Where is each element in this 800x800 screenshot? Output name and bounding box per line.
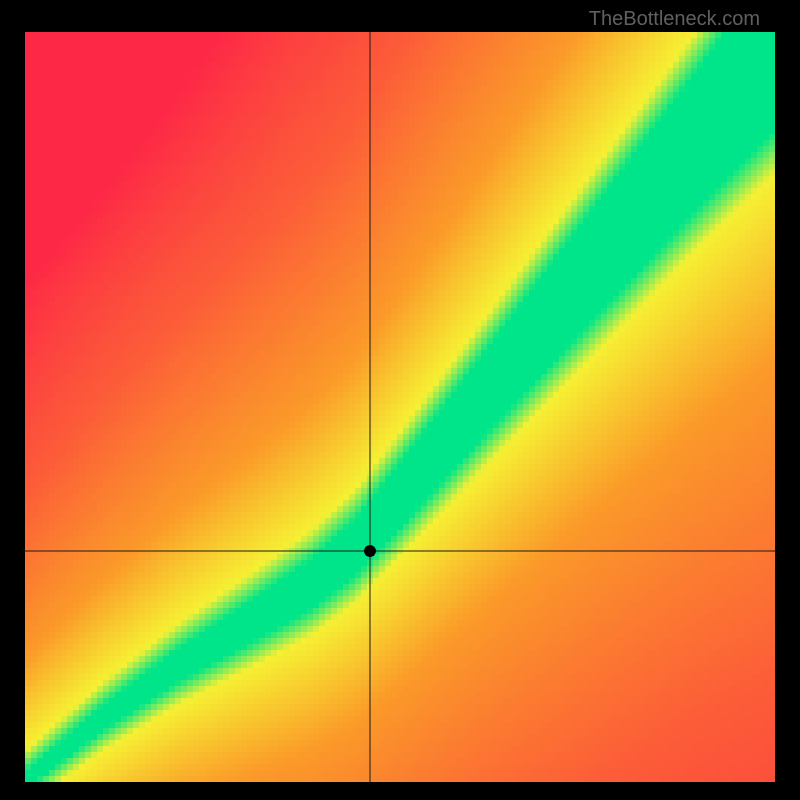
watermark-text: TheBottleneck.com — [589, 8, 760, 31]
heatmap-plot — [25, 32, 775, 782]
heatmap-canvas — [25, 32, 775, 782]
chart-container: TheBottleneck.com — [0, 0, 800, 800]
